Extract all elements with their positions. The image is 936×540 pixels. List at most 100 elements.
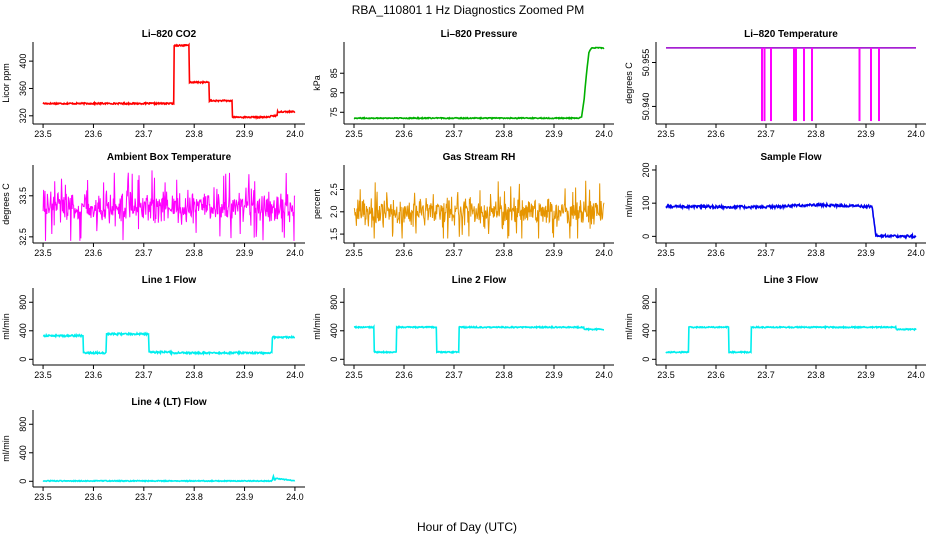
y-axis-label: kPa — [312, 75, 322, 91]
y-tick-label: 800 — [18, 417, 28, 432]
x-tick-label: 23.8 — [185, 129, 203, 139]
panel-title: Li–820 CO2 — [142, 29, 197, 40]
x-tick-label: 23.8 — [807, 370, 825, 380]
series-line — [353, 46, 605, 121]
y-tick-label: 50.940 — [641, 93, 651, 121]
y-axis-label: ml/min — [1, 435, 11, 462]
x-tick-label: 23.9 — [236, 129, 254, 139]
x-tick-label: 23.5 — [345, 129, 363, 139]
panel-sampleflow: Sample Flow ml/min 23.5 23.6 23.7 23.8 23.9 24.… — [624, 152, 926, 258]
x-tick-label: 23.8 — [807, 129, 825, 139]
y-tick-label: 0 — [329, 357, 339, 362]
y-tick-label: 100 — [641, 196, 651, 211]
x-tick-label: 23.7 — [135, 370, 153, 380]
x-tick-label: 23.9 — [236, 492, 254, 502]
x-tick-label: 24.0 — [286, 370, 304, 380]
panel-line4: Line 4 (LT) Flow ml/min 23.5 23.6 23.7 23.8 23… — [1, 397, 305, 502]
series-line — [42, 473, 296, 483]
y-axis-label: percent — [312, 188, 322, 219]
x-tick-label: 23.8 — [185, 370, 203, 380]
x-tick-label: 23.5 — [34, 248, 52, 258]
series-line — [42, 170, 296, 241]
panel-li820temp: Li–820 Temperature degrees C 23.5 23.6 23.7 2… — [624, 29, 926, 139]
y-tick-label: 2.0 — [329, 206, 339, 219]
x-tick-label: 23.8 — [495, 370, 513, 380]
x-tick-label: 23.6 — [707, 129, 725, 139]
panel-title: Sample Flow — [760, 152, 821, 163]
x-tick-label: 23.7 — [135, 129, 153, 139]
x-tick-label: 23.7 — [757, 248, 775, 258]
x-tick-label: 23.9 — [857, 129, 875, 139]
x-tick-label: 23.5 — [657, 248, 675, 258]
x-tick-label: 23.9 — [545, 129, 563, 139]
series-line — [353, 180, 605, 239]
series-area — [666, 47, 916, 122]
x-tick-label: 23.5 — [657, 129, 675, 139]
y-tick-label: 400 — [641, 323, 651, 338]
y-tick-label: 1.5 — [329, 228, 339, 241]
x-tick-label: 23.9 — [545, 370, 563, 380]
x-tick-label: 23.5 — [34, 370, 52, 380]
panel-line2: Line 2 Flow ml/min 23.5 23.6 23.7 23.8 23.9 24.… — [312, 275, 614, 380]
series-line — [353, 324, 604, 355]
y-tick-label: 400 — [18, 445, 28, 460]
x-tick-label: 23.6 — [395, 370, 413, 380]
y-tick-label: 0 — [641, 234, 651, 239]
y-tick-label: 0 — [18, 357, 28, 362]
x-tick-label: 24.0 — [286, 129, 304, 139]
x-tick-label: 23.8 — [807, 248, 825, 258]
series-line — [42, 42, 296, 120]
y-tick-label: 400 — [329, 323, 339, 338]
panel-title: Li–820 Temperature — [744, 29, 838, 40]
x-tick-label: 23.7 — [135, 248, 153, 258]
series-area — [665, 201, 917, 241]
y-tick-label: 400 — [18, 54, 28, 69]
panel-title: Line 1 Flow — [142, 275, 197, 286]
figure-title: RBA_110801 1 Hz Diagnostics Zoomed PM — [352, 3, 585, 17]
x-tick-label: 23.8 — [495, 129, 513, 139]
x-tick-label: 23.7 — [445, 129, 463, 139]
series-area — [42, 42, 296, 120]
x-tick-label: 23.8 — [185, 492, 203, 502]
panel-line3: Line 3 Flow ml/min 23.5 23.6 23.7 23.8 23.9 24.… — [624, 275, 926, 380]
panel-rh: Gas Stream RH percent 23.5 23.6 23.7 23.8 23.9… — [312, 152, 614, 258]
x-tick-label: 24.0 — [595, 129, 613, 139]
panel-title: Line 3 Flow — [764, 275, 819, 286]
y-tick-label: 0 — [18, 479, 28, 484]
series-line — [42, 331, 296, 357]
x-tick-label: 24.0 — [907, 129, 925, 139]
x-tick-label: 24.0 — [907, 248, 925, 258]
x-tick-label: 23.6 — [395, 129, 413, 139]
y-tick-label: 320 — [18, 108, 28, 123]
x-tick-label: 23.5 — [34, 492, 52, 502]
y-axis-label: Licor ppm — [1, 63, 11, 103]
y-tick-label: 32.5 — [18, 228, 28, 246]
panel-title: Li–820 Pressure — [441, 29, 518, 40]
x-tick-label: 23.7 — [445, 370, 463, 380]
x-tick-label: 23.6 — [85, 492, 103, 502]
y-axis-label: ml/min — [624, 191, 634, 218]
x-tick-label: 23.8 — [495, 248, 513, 258]
x-tick-label: 23.6 — [85, 370, 103, 380]
y-tick-label: 85 — [329, 68, 339, 78]
y-tick-label: 200 — [641, 162, 651, 177]
panel-co2: Li–820 CO2 Licor ppm 23.5 23.6 23.7 23.8 23.9 2… — [1, 29, 305, 139]
series-area — [353, 180, 605, 239]
y-tick-label: 360 — [18, 81, 28, 96]
x-tick-label: 23.5 — [657, 370, 675, 380]
y-tick-label: 400 — [18, 323, 28, 338]
y-tick-label: 80 — [329, 88, 339, 98]
x-tick-label: 24.0 — [286, 492, 304, 502]
x-tick-label: 23.7 — [135, 492, 153, 502]
series-area — [353, 46, 605, 121]
panel-title: Line 4 (LT) Flow — [131, 397, 207, 408]
x-tick-label: 23.6 — [85, 248, 103, 258]
x-tick-label: 23.5 — [345, 370, 363, 380]
y-tick-label: 75 — [329, 107, 339, 117]
x-tick-label: 24.0 — [595, 370, 613, 380]
panel-grid: Li–820 CO2 Licor ppm 23.5 23.6 23.7 23.8 23.9 2… — [1, 29, 926, 502]
x-tick-label: 23.6 — [707, 248, 725, 258]
x-tick-label: 23.7 — [757, 370, 775, 380]
x-tick-label: 24.0 — [595, 248, 613, 258]
